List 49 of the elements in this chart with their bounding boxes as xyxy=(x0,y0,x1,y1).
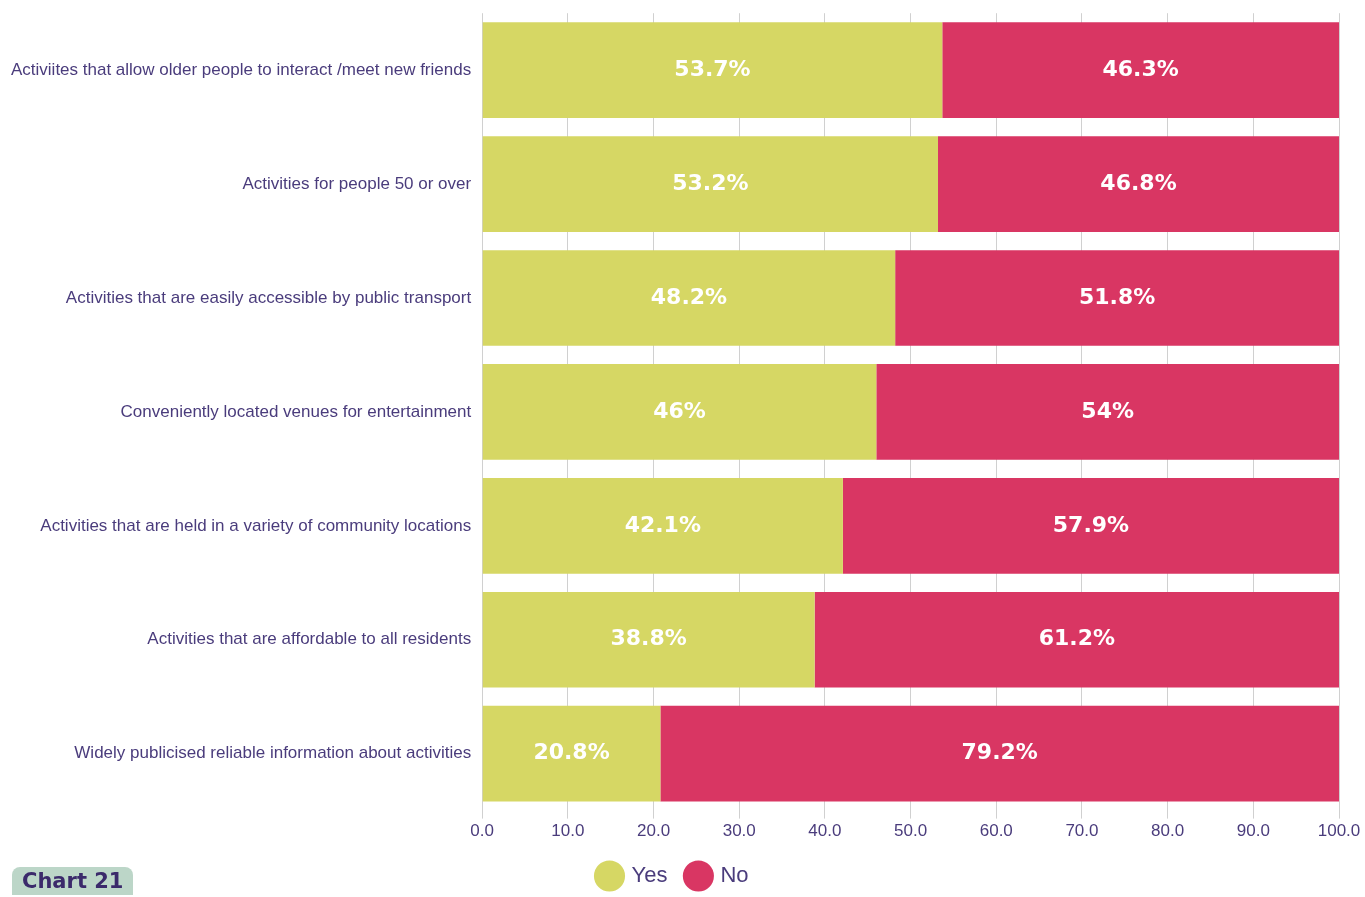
bar xyxy=(482,250,896,346)
x-tick-label: 0.0 xyxy=(470,821,494,841)
bar xyxy=(942,22,1339,118)
y-tick-label: Activities that are affordable to all residents xyxy=(147,629,472,649)
legend-label: No xyxy=(720,862,749,888)
y-tick-label: Activiites that allow older people to interact /meet new friends xyxy=(10,59,472,79)
data-label: 48.2% xyxy=(650,283,728,309)
y-tick-label: Widely publicised reliable information about activities xyxy=(74,743,472,763)
bar xyxy=(482,477,843,574)
bar xyxy=(482,364,877,460)
caption: Chart 21 xyxy=(12,867,134,895)
bar xyxy=(482,705,661,802)
data-label: 51.8% xyxy=(1078,283,1156,309)
y-tick-label: Activities for people 50 or over xyxy=(242,173,472,193)
bar xyxy=(938,136,1339,232)
x-tick-label: 80.0 xyxy=(1151,821,1185,841)
x-tick-label: 50.0 xyxy=(894,821,928,841)
data-label: 42.1% xyxy=(624,511,701,537)
bar xyxy=(660,705,1339,802)
bar xyxy=(842,477,1339,574)
data-label: 53.2% xyxy=(672,169,749,195)
data-label: 46.3% xyxy=(1102,55,1179,81)
y-tick-label: Activities that are easily accessible by public transport xyxy=(65,287,472,307)
data-label: 54% xyxy=(1081,397,1134,423)
x-tick-label: 30.0 xyxy=(722,821,756,841)
data-label: 46% xyxy=(653,397,706,423)
bar xyxy=(482,591,815,688)
bar xyxy=(876,364,1339,460)
data-label: 20.8% xyxy=(533,739,610,765)
x-tick-label: 10.0 xyxy=(551,821,585,841)
x-tick-label: 40.0 xyxy=(808,821,842,841)
data-label: 38.8% xyxy=(610,625,687,651)
data-label: 79.2% xyxy=(961,739,1038,765)
x-tick-label: 100.0 xyxy=(1317,821,1361,841)
x-tick-label: 20.0 xyxy=(637,821,671,841)
data-label: 61.2% xyxy=(1038,625,1115,651)
x-tick-label: 90.0 xyxy=(1236,821,1270,841)
y-tick-label: Activities that are held in a variety of community locations xyxy=(40,515,472,535)
data-label: 53.7% xyxy=(674,55,751,81)
bar xyxy=(482,136,939,232)
y-tick-label: Conveniently located venues for entertainment xyxy=(120,401,472,421)
x-tick-label: 60.0 xyxy=(979,821,1013,841)
legend-label: Yes xyxy=(631,862,668,888)
bar xyxy=(895,250,1339,346)
bar xyxy=(482,22,943,118)
data-label: 57.9% xyxy=(1052,511,1130,537)
x-tick-label: 70.0 xyxy=(1065,821,1099,841)
bar xyxy=(814,591,1339,688)
data-label: 46.8% xyxy=(1100,169,1177,195)
